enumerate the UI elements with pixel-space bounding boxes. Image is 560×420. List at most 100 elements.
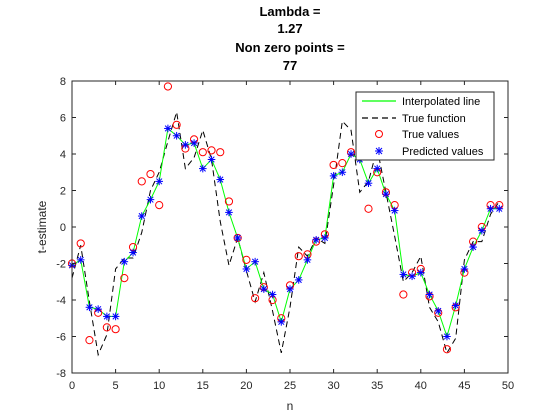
predicted-value-point <box>408 272 416 281</box>
predicted-value-point <box>338 168 347 177</box>
true-value-point <box>102 323 111 332</box>
predicted-value-point <box>137 212 146 220</box>
true-value-point <box>155 201 164 210</box>
y-tick-label: -6 <box>56 332 66 344</box>
x-tick-label: 25 <box>284 380 296 392</box>
predicted-value-point <box>303 256 312 264</box>
predicted-value-point <box>94 305 102 313</box>
x-tick-label: 40 <box>415 380 427 392</box>
true-value-point <box>242 255 251 264</box>
predicted-value-point <box>216 175 225 184</box>
x-tick-label: 15 <box>197 380 209 392</box>
chart-title: Lambda = 1.27 Non zero points = 77 <box>235 4 345 73</box>
true-value-point <box>338 159 347 168</box>
predicted-value-point <box>76 256 85 264</box>
true-value-point <box>172 120 181 129</box>
y-tick-label: 8 <box>60 76 66 88</box>
true-value-point <box>120 274 129 283</box>
y-tick-label: 6 <box>60 113 66 125</box>
predicted-value-point <box>399 270 408 279</box>
predicted-value-point <box>469 243 477 251</box>
predicted-value-point <box>312 235 320 244</box>
predicted-value-point <box>111 312 120 321</box>
x-axis-label: n <box>287 399 294 413</box>
predicted-value-point <box>129 248 137 257</box>
x-tick-label: 0 <box>69 380 75 392</box>
predicted-value-point <box>443 332 451 341</box>
title-line-1: Lambda = <box>259 4 320 19</box>
true-value-point <box>76 239 85 248</box>
x-tick-label: 50 <box>502 380 514 392</box>
title-line-4: 77 <box>283 58 297 73</box>
series-interpolated-line <box>71 127 500 339</box>
legend-swatch-predicted-values <box>375 147 383 155</box>
true-value-point <box>163 82 173 91</box>
predicted-value-point <box>286 285 294 293</box>
y-axis-label: t-estimate <box>35 200 49 253</box>
predicted-value-point <box>164 124 172 133</box>
true-value-point <box>294 252 303 261</box>
true-value-point <box>85 336 94 345</box>
true-value-point <box>137 177 146 186</box>
predicted-value-point <box>417 268 425 277</box>
true-value-point <box>198 148 207 157</box>
y-tick-label: 4 <box>60 149 66 161</box>
predicted-value-point <box>347 150 355 158</box>
legend-label-true-function: True function <box>402 113 466 125</box>
legend-label-true-values: True values <box>402 129 460 141</box>
x-axis-ticks: 0 5 10 15 20 25 30 35 40 45 50 <box>69 81 514 392</box>
predicted-value-point <box>329 172 338 180</box>
y-tick-label: -8 <box>56 368 66 380</box>
predicted-value-point <box>434 307 443 315</box>
y-tick-label: -4 <box>56 295 66 307</box>
y-tick-label: 0 <box>60 222 66 234</box>
predicted-value-point <box>495 204 504 213</box>
legend-label-predicted-values: Predicted values <box>402 146 484 158</box>
x-tick-label: 10 <box>153 380 165 392</box>
predicted-value-point <box>425 290 434 299</box>
predicted-value-point <box>251 257 259 266</box>
x-tick-label: 35 <box>371 380 383 392</box>
x-tick-label: 45 <box>458 380 470 392</box>
predicted-value-point <box>294 276 303 284</box>
predicted-value-point <box>242 265 251 273</box>
predicted-value-point <box>85 303 94 312</box>
predicted-value-point <box>120 257 129 266</box>
legend-label-interpolated-line: Interpolated line <box>402 96 480 108</box>
predicted-value-point <box>190 139 198 147</box>
predicted-value-point <box>486 204 495 213</box>
true-value-point <box>251 294 260 303</box>
true-value-point <box>442 345 452 354</box>
predicted-value-point <box>460 265 469 273</box>
predicted-value-point <box>451 301 460 310</box>
axes-box <box>71 80 509 374</box>
predicted-value-point <box>146 195 155 204</box>
true-value-point <box>399 290 408 299</box>
y-tick-label: 2 <box>60 186 66 198</box>
predicted-value-point <box>103 312 111 321</box>
title-line-3: Non zero points = <box>235 40 345 55</box>
title-line-2: 1.27 <box>277 21 302 36</box>
true-value-point <box>207 146 216 155</box>
x-tick-label: 20 <box>240 380 252 392</box>
legend: Interpolated line True function True val… <box>355 91 495 161</box>
predicted-value-point <box>390 206 399 215</box>
predicted-value-point <box>277 318 286 326</box>
true-value-point <box>111 325 120 334</box>
predicted-value-point <box>155 177 163 186</box>
predicted-value-point <box>364 179 373 187</box>
true-value-point <box>224 197 234 206</box>
predicted-value-point <box>233 234 242 242</box>
true-value-point <box>216 148 225 157</box>
x-tick-label: 30 <box>327 380 339 392</box>
predicted-value-point <box>373 164 381 173</box>
predicted-value-point <box>225 208 233 217</box>
predicted-value-point <box>478 226 486 235</box>
predicted-value-point <box>382 190 390 198</box>
predicted-value-point <box>199 164 207 173</box>
predicted-value-point <box>207 155 216 164</box>
predicted-value-point <box>181 141 190 149</box>
series-true-function-line <box>71 111 500 357</box>
true-value-point <box>329 160 338 170</box>
